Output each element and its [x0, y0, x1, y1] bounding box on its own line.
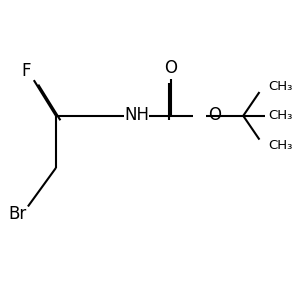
Text: F: F	[21, 62, 31, 80]
Text: Br: Br	[8, 205, 27, 223]
Text: NH: NH	[124, 106, 150, 124]
Text: CH₃: CH₃	[268, 139, 293, 152]
Text: O: O	[164, 59, 178, 77]
Text: CH₃: CH₃	[268, 80, 293, 93]
Text: O: O	[208, 106, 221, 124]
Text: CH₃: CH₃	[268, 109, 293, 122]
